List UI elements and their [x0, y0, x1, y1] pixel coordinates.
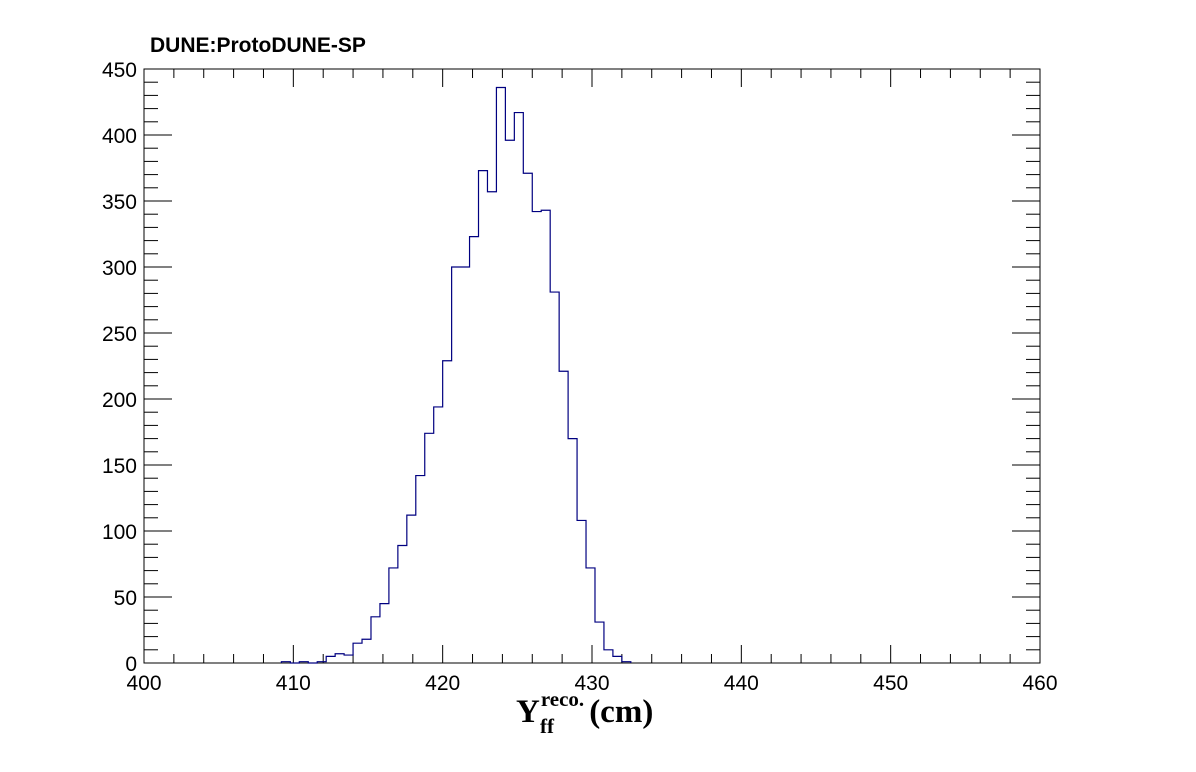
y-tick-label: 350 — [102, 191, 137, 214]
x-tick-label: 460 — [1022, 672, 1057, 695]
y-tick-label: 300 — [102, 257, 137, 280]
y-tick-label: 400 — [102, 125, 137, 148]
axis-ticks — [143, 68, 1041, 664]
x-tick-label: 420 — [425, 672, 460, 695]
y-tick-label: 100 — [102, 521, 137, 544]
x-tick-label: 400 — [126, 672, 161, 695]
histogram-series-line — [280, 86, 632, 664]
x-axis-label-subscript: ff — [540, 714, 554, 738]
x-tick-label: 430 — [574, 672, 609, 695]
x-axis-label: Yreco. ff (cm) — [516, 689, 654, 737]
x-tick-label: 450 — [873, 672, 908, 695]
y-tick-label: 450 — [102, 59, 137, 82]
x-axis-label-superscript: reco. — [540, 687, 585, 711]
plot-frame — [143, 68, 1041, 664]
x-tick-label: 440 — [724, 672, 759, 695]
x-tick-label: 410 — [276, 672, 311, 695]
y-tick-label: 250 — [102, 323, 137, 346]
x-axis-label-unit: (cm) — [589, 694, 654, 730]
y-tick-label: 200 — [102, 389, 137, 412]
chart-title: DUNE:ProtoDUNE-SP — [150, 34, 366, 57]
tick-labels: 400 410 420 430 440 450 460 0 50 100 150 200 250 300 3… — [102, 59, 1058, 695]
y-tick-label: 150 — [102, 455, 137, 478]
x-axis-label-symbol: Y — [516, 694, 540, 730]
y-tick-label: 50 — [114, 587, 137, 610]
axes-frame — [143, 68, 1041, 664]
y-tick-label: 0 — [125, 653, 137, 676]
